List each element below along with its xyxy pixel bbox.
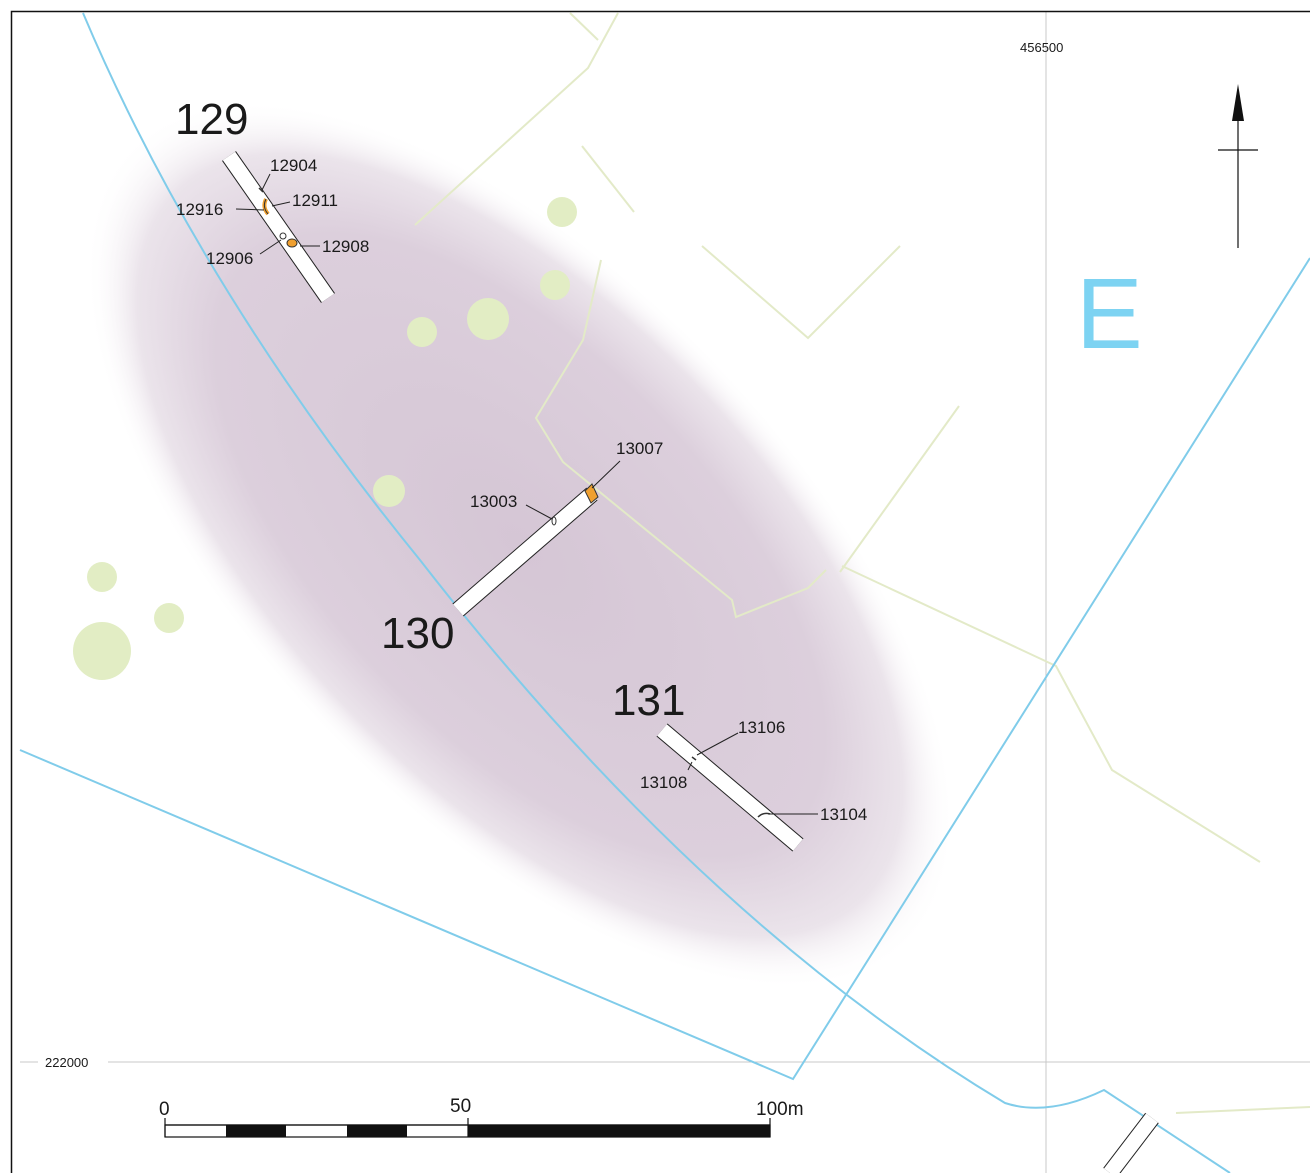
tree [73,622,131,680]
feature-label: 12916 [176,200,223,219]
feature-label: 12911 [292,191,338,210]
feature-label: 13003 [470,492,517,511]
trench-label-129: 129 [175,95,248,144]
cropmark-zone [85,100,955,990]
field-lines [414,12,1310,1114]
tree [547,197,577,227]
feature-13007 [584,483,599,504]
tree [540,270,570,300]
tree-symbols [73,197,577,680]
tree [373,475,405,507]
feature-label: 12906 [206,249,253,268]
zone-label: E [1076,258,1143,370]
feature-12906 [279,232,287,240]
feature-13003 [551,516,557,526]
feature-leader-lines [235,173,818,815]
tree [407,317,437,347]
northing-label: 222000 [45,1055,88,1070]
easting-label: 456500 [1020,40,1063,55]
feature-label: 13104 [820,805,867,824]
scale-label-50: 50 [450,1096,471,1117]
trench-129 [222,151,335,303]
scale-label-100: 100m [756,1099,804,1120]
feature-12904 [258,187,264,193]
feature-label: 13106 [738,718,785,737]
north-arrow-icon [1218,84,1258,248]
trench-label-130: 130 [381,609,454,658]
feature-13106 [691,756,697,761]
tree [87,562,117,592]
scale-bar [164,1118,771,1138]
trench-130 [452,483,599,617]
feature-label: 12908 [322,237,369,256]
trench-partial [1103,1112,1159,1173]
feature-12908 [286,238,298,248]
feature-label: 13007 [616,439,663,458]
map-frame [10,10,1310,1173]
scale-label-0: 0 [159,1099,170,1120]
feature-label: 12904 [270,156,317,175]
tree [467,298,509,340]
feature-label: 13108 [640,773,687,792]
tree [154,603,184,633]
trench-label-131: 131 [612,676,685,725]
boundary-lines [19,12,1310,1173]
